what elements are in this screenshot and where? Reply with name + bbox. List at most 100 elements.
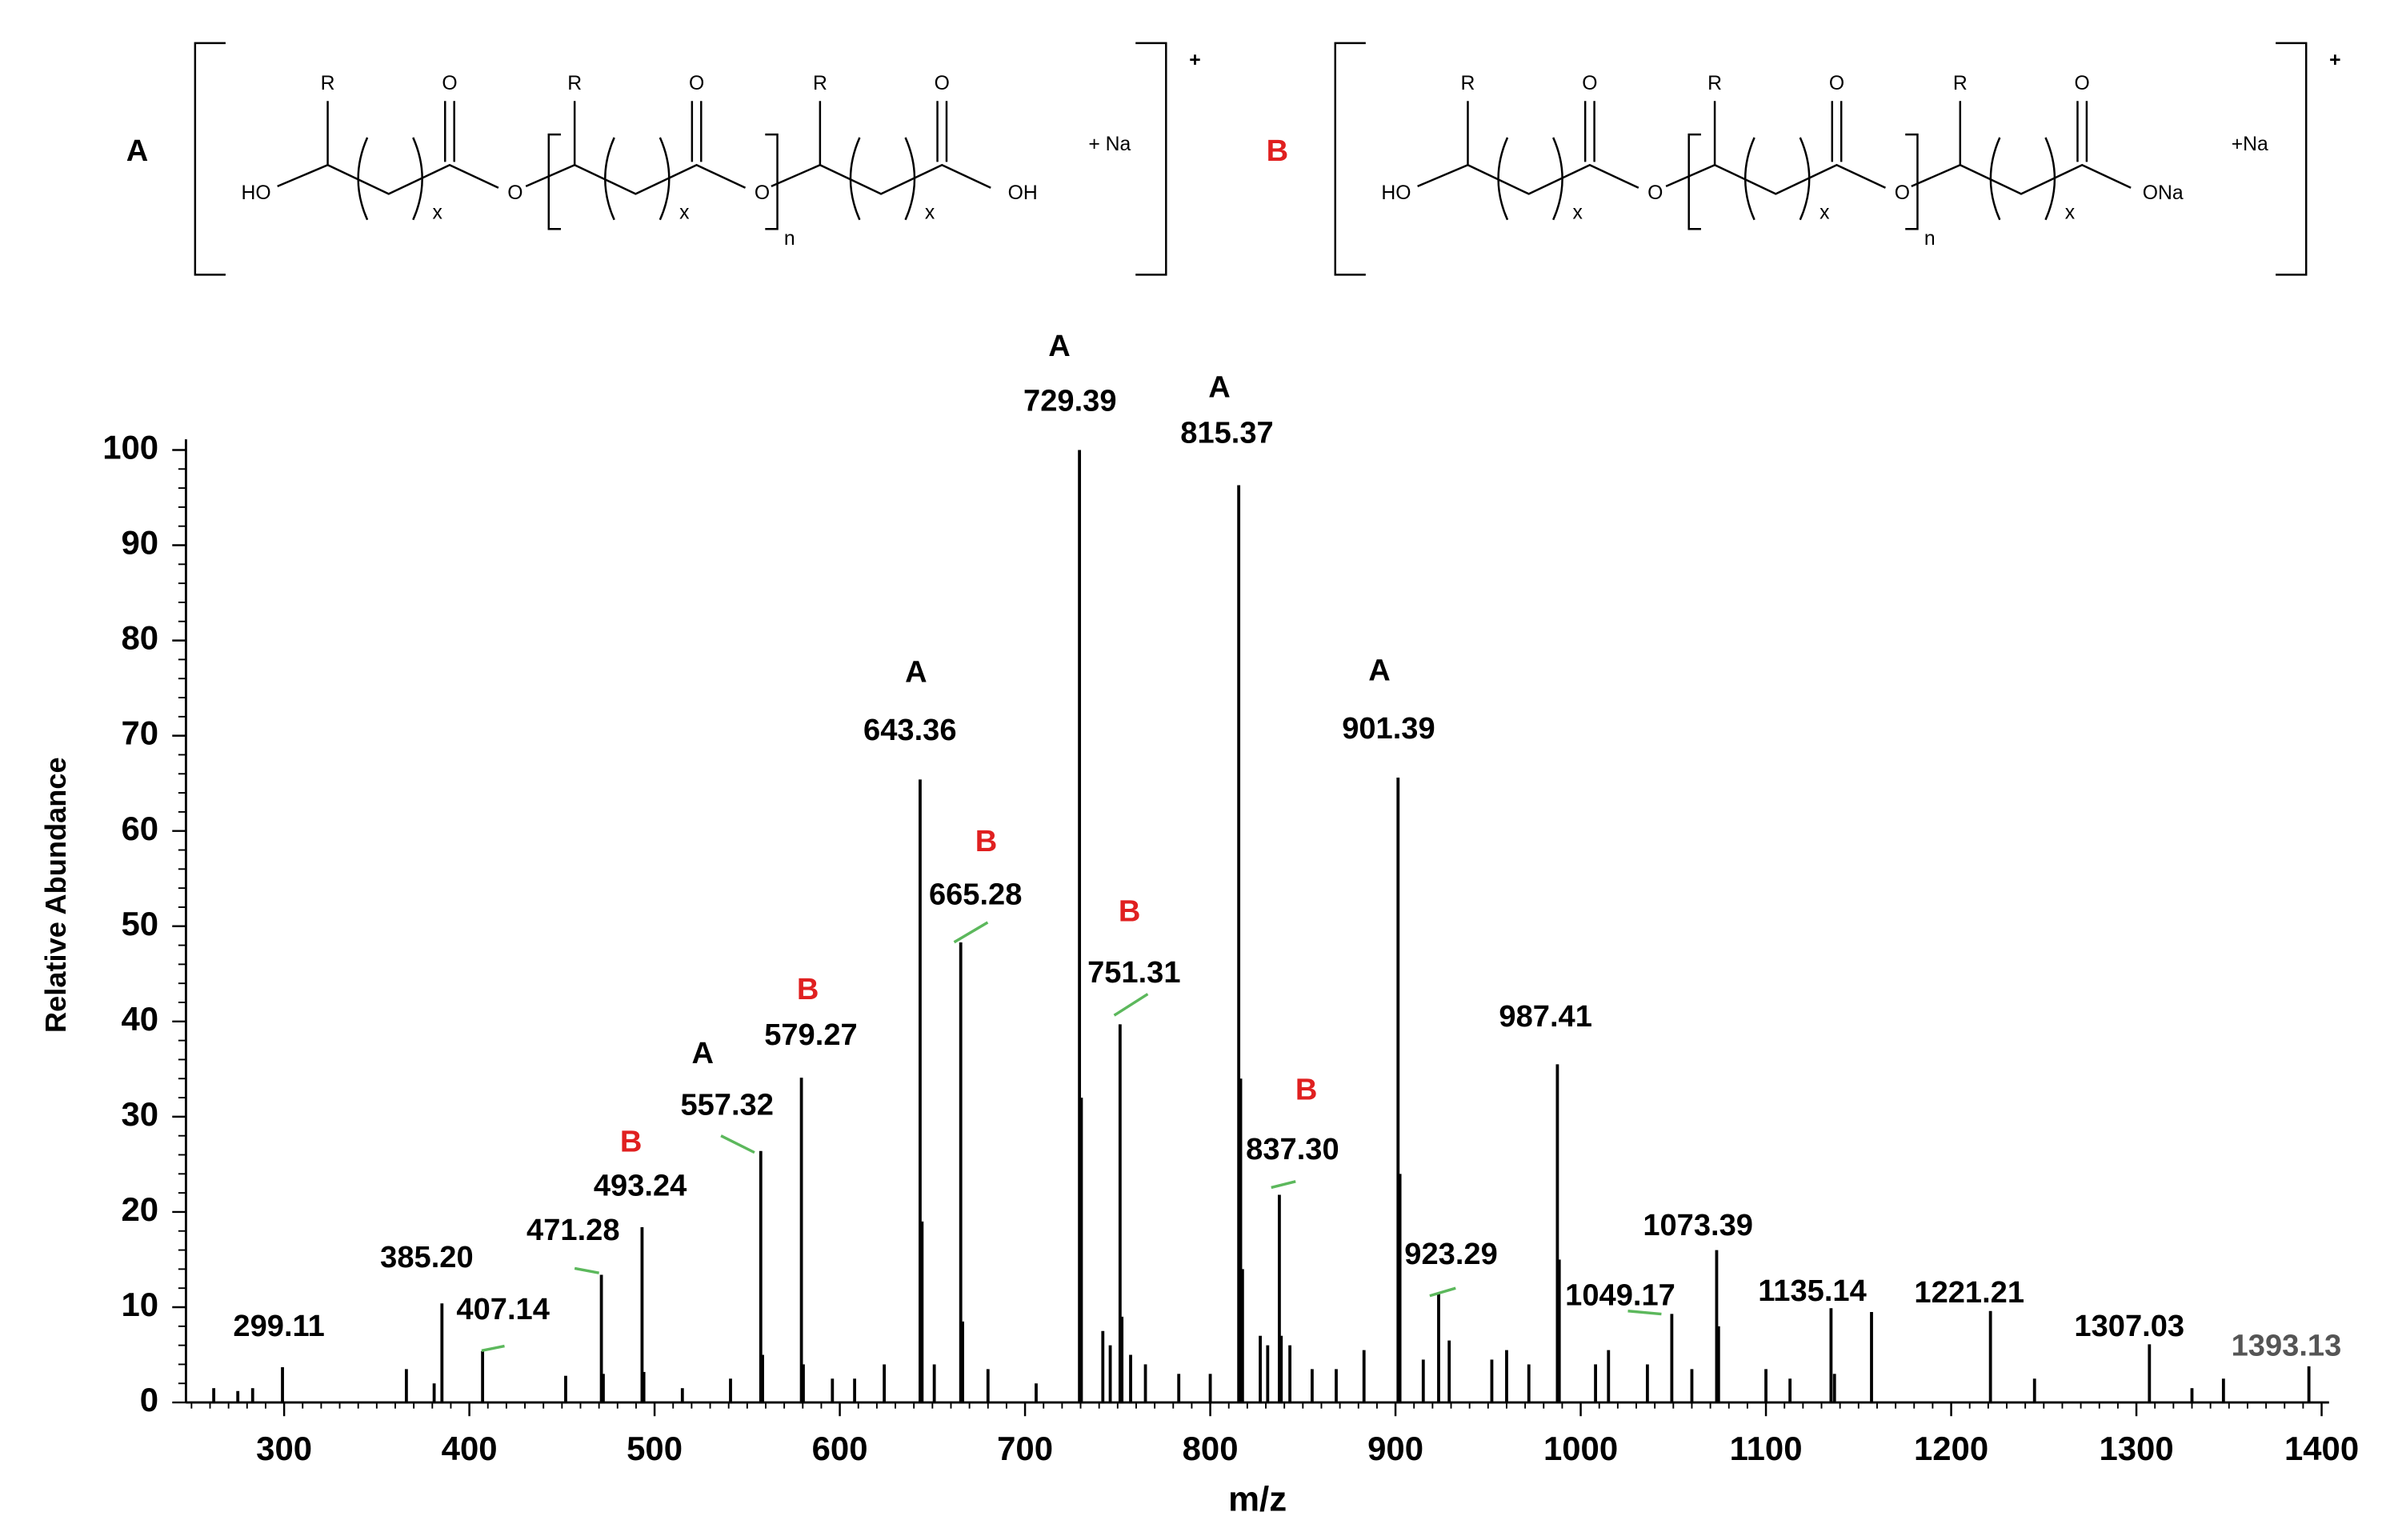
ion-label: A [905,656,927,690]
y-tick-label: 90 [122,524,159,562]
paren [2044,137,2056,221]
bracket [194,42,226,276]
ion-label: B [620,1125,643,1158]
peak-label: 1135.14 [1758,1274,1867,1308]
leader-line [720,1134,755,1154]
structure-text: B [1267,134,1289,168]
y-tick-label: 40 [122,1000,159,1038]
bond [1665,163,1886,195]
paren [1497,137,1509,221]
leader-line [1627,1310,1662,1316]
peak-label: 493.24 [594,1170,687,1203]
structure-text: x [433,202,443,224]
structure-text: OH [1008,182,1038,204]
structure-text: O [1829,73,1844,94]
bracket [765,133,779,230]
y-tick-label: 60 [122,810,159,847]
y-tick-label: 20 [122,1190,159,1228]
x-tick-label: 1400 [2284,1430,2359,1467]
structure-text: +Na [2232,134,2268,155]
peak-label: 665.28 [929,878,1022,912]
structure-text: O [1895,182,1910,204]
paren [1552,137,1563,221]
peak-label: 471.28 [526,1214,619,1247]
peak-label: 1049.17 [1565,1279,1675,1313]
structure-text: n [1924,228,1936,250]
structure-text: n [784,228,795,250]
y-tick-label: 10 [122,1286,159,1323]
y-tick-label: 0 [140,1381,158,1418]
paren [604,137,615,221]
paren [1799,137,1811,221]
x-tick-label: 1300 [2099,1430,2173,1467]
ion-label: A [691,1037,713,1070]
bond [771,163,991,195]
structure-text: + [1189,50,1200,71]
structure-text: ONa [2143,182,2184,204]
paren [1989,137,2001,221]
structure-text: R [1707,73,1722,94]
structure-text: + [2329,50,2340,71]
x-tick-label: 600 [812,1430,868,1467]
paren [1744,137,1755,221]
structure-text: x [679,202,690,224]
structure-text: A [126,134,149,168]
ion-label: B [1119,895,1141,929]
peak-label: 1393.13 [2232,1330,2342,1363]
bracket [2276,42,2308,276]
leader-line [1429,1286,1456,1298]
y-axis-title: Relative Abundance [39,757,72,1033]
peak-label: 729.39 [1023,384,1116,418]
peak-label: 987.41 [1499,1000,1591,1034]
x-tick-label: 800 [1183,1430,1239,1467]
structure-text: O [689,73,704,94]
structure-text: O [1582,73,1597,94]
paren [357,137,369,221]
x-tick-label: 1100 [1730,1430,1803,1467]
y-tick-label: 70 [122,714,159,752]
peak-label: 837.30 [1246,1133,1339,1166]
structure-text: O [755,182,770,204]
bracket [1334,42,1366,276]
structure-text: R [813,73,827,94]
peak-label: 407.14 [456,1293,549,1326]
peak-label: 299.11 [233,1310,324,1343]
structure-text: HO [1381,182,1411,204]
structure-text: x [925,202,935,224]
x-tick-label: 300 [256,1430,312,1467]
structure-text: R [321,73,335,94]
x-tick-label: 900 [1367,1430,1423,1467]
bond [525,163,747,195]
peak-label: 1307.03 [2074,1310,2184,1343]
bracket [547,133,562,230]
structure-text: + Na [1088,134,1131,155]
structure-text: x [2065,202,2076,224]
y-tick-label: 100 [102,429,158,466]
y-tick-label: 80 [122,619,159,657]
x-tick-label: 1200 [1914,1430,1988,1467]
peak-label: 751.31 [1087,956,1180,990]
peak-label: 901.39 [1342,712,1435,746]
leader-line [1113,993,1149,1017]
structure-text: R [567,73,582,94]
bond [1417,163,1639,195]
structure-text: O [442,73,457,94]
bracket [1135,42,1167,276]
peak-label: 1073.39 [1643,1209,1753,1242]
peak-label: 579.27 [764,1018,857,1052]
leader-line [574,1266,599,1274]
bond [277,163,499,195]
leader-line [481,1344,505,1352]
ion-label: B [1295,1074,1318,1107]
peak-label: 1221.21 [1914,1276,2024,1310]
leader-line [953,921,989,944]
peak-label: 923.29 [1404,1238,1497,1271]
structure-text: HO [241,182,270,204]
y-tick-label: 30 [122,1095,159,1133]
structure-text: x [1572,202,1583,224]
y-tick-label: 50 [122,905,159,942]
bond [1911,163,2132,195]
structure-text: O [507,182,522,204]
